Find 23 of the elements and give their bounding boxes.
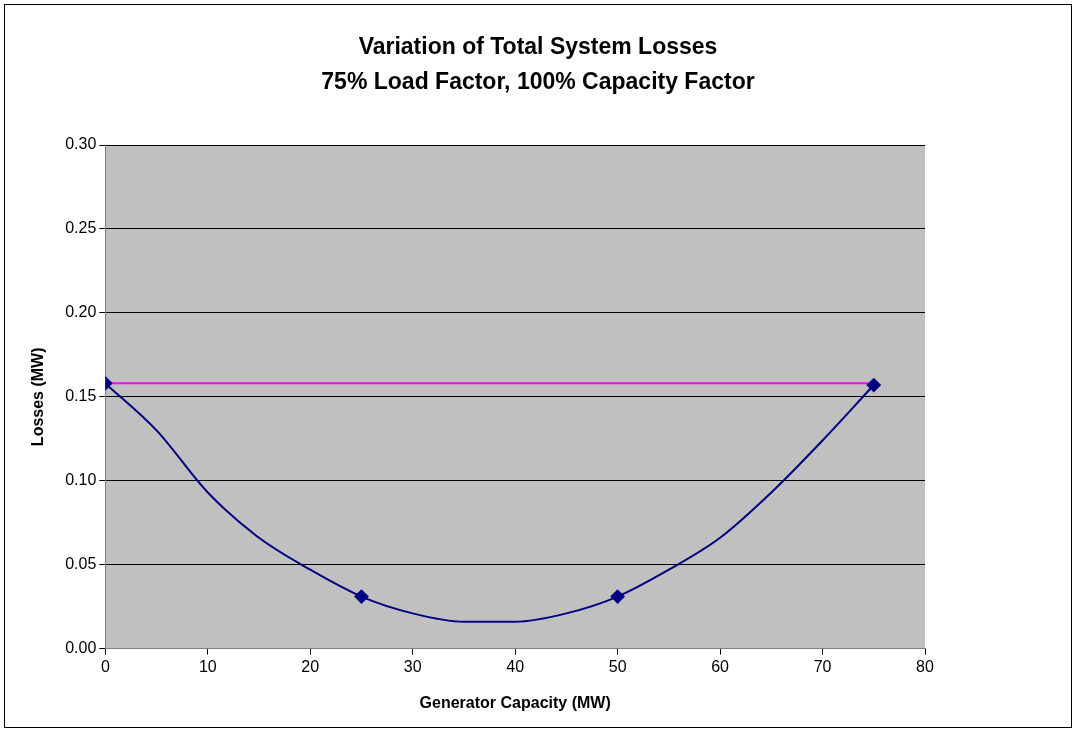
y-tick-label: 0.05	[65, 555, 97, 573]
x-tick-label: 50	[608, 657, 627, 675]
x-tick-label: 30	[403, 657, 422, 675]
y-tick-label: 0.30	[65, 135, 97, 153]
y-tick-label: 0.15	[65, 387, 97, 405]
y-tick-label: 0.00	[65, 639, 97, 657]
point	[610, 589, 625, 604]
point	[866, 378, 881, 393]
point	[354, 589, 369, 604]
y-tick-label: 0.20	[65, 303, 97, 321]
y-tick-label: 0.10	[65, 471, 97, 489]
x-tick-label: 0	[100, 657, 110, 675]
x-axis-title: Generator Capacity (MW)	[419, 693, 611, 711]
x-tick-label: 20	[301, 657, 320, 675]
x-tick-label: 10	[198, 657, 217, 675]
x-tick-label: 70	[813, 657, 832, 675]
y-axis-title: Losses (MW)	[29, 347, 47, 447]
y-tick-label: 0.25	[65, 219, 97, 237]
x-tick-label: 80	[916, 657, 934, 675]
chart-title: Variation of Total System Losses	[357, 33, 719, 60]
x-tick-label: 40	[506, 657, 525, 675]
chart-subtitle: 75% Load Factor, 100% Capacity Factor	[320, 68, 756, 95]
x-tick-label: 60	[711, 657, 730, 675]
